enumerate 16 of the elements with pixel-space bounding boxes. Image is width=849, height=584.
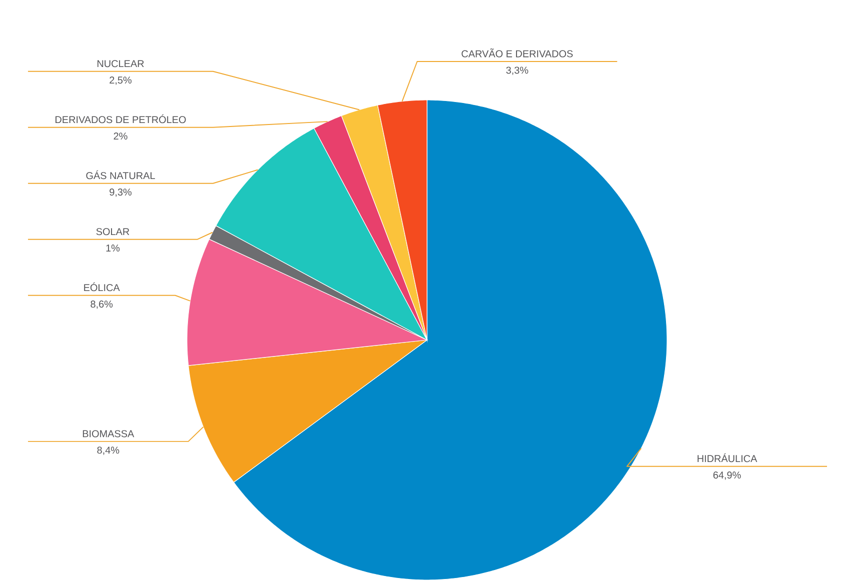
slice-label: EÓLICA [84,282,120,292]
slice-label: DERIVADOS DE PETRÓLEO [56,114,186,124]
data-label: 64,9% [713,472,741,480]
data-label: 2% [114,132,128,140]
data-label: 8,6% [90,300,113,309]
slice-label: SOLAR [96,228,130,236]
data-label: 1% [106,244,120,252]
slice-label: HIDRÁULICA [698,453,758,462]
slice-label: NUCLEAR [98,60,144,68]
data-label: 3,3% [506,66,528,75]
data-label: 9,3% [110,188,132,197]
slice-label: GÁS NATURAL [86,170,155,180]
data-label: 8,4% [97,446,120,455]
slice-label: CARVÃO E DERIVADOS [462,48,573,58]
data-label: 2,5% [110,76,132,85]
slice-label: BIOMASSA [82,430,134,438]
